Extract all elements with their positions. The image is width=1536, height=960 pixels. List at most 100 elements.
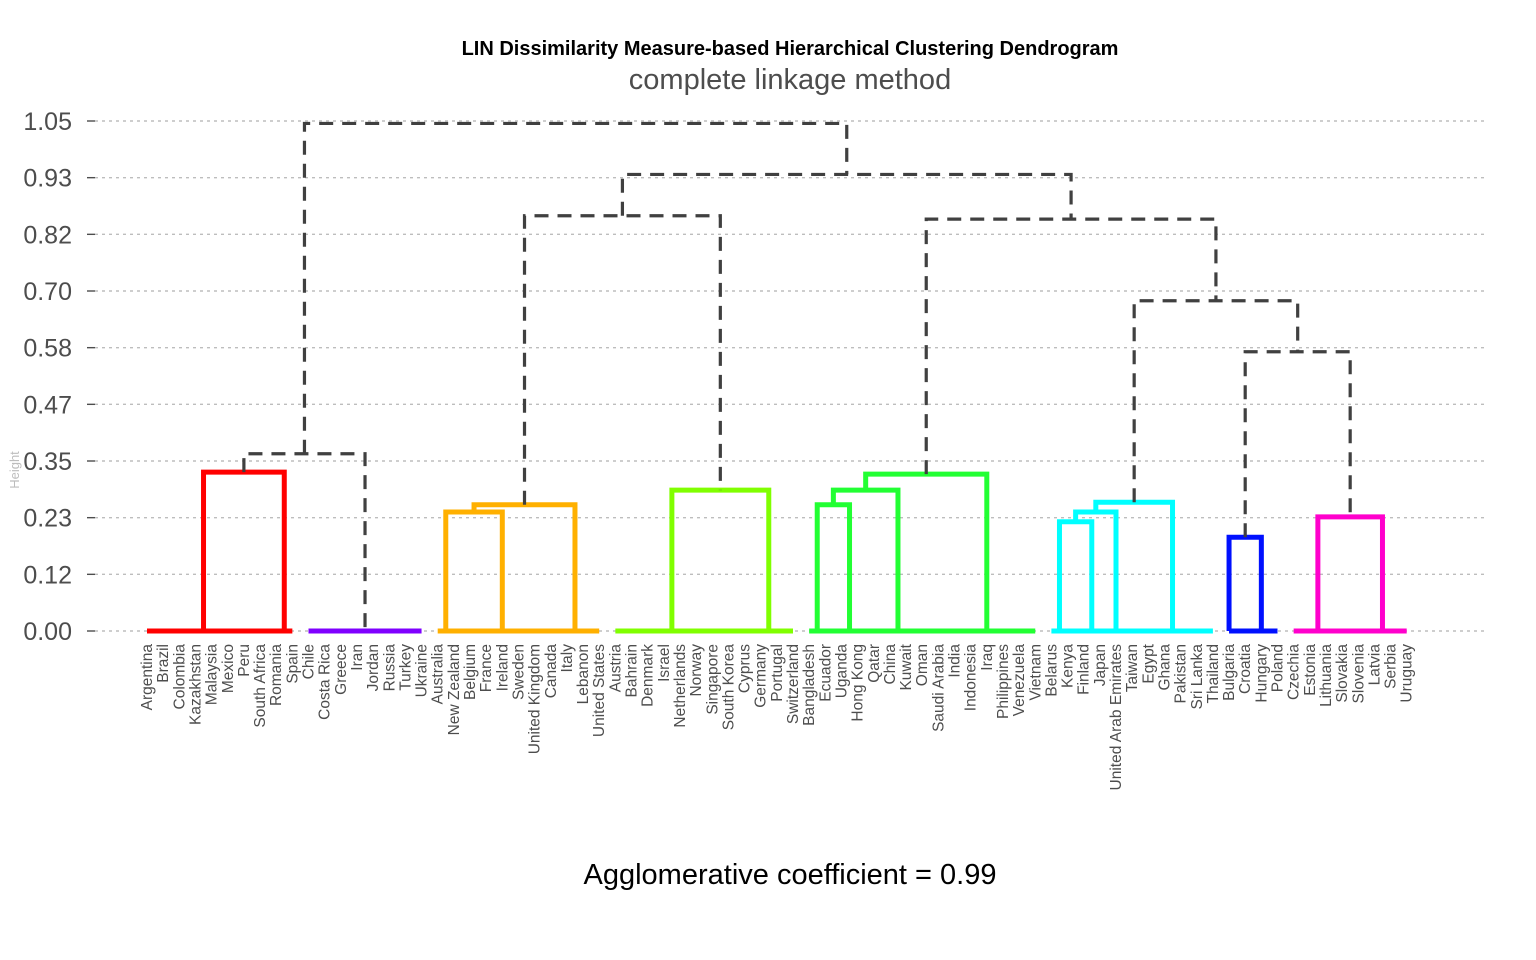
leaf-label: Slovenia: [1350, 644, 1367, 704]
leaf-label: Argentina: [139, 644, 156, 711]
upper-link: [1243, 350, 1352, 538]
leaf-label: Jordan: [365, 644, 382, 691]
cluster-link: [830, 487, 901, 631]
cluster-link: [669, 487, 772, 631]
leaf-label: Kuwait: [898, 643, 915, 690]
leaf-label: Estonia: [1302, 644, 1319, 696]
leaf-label: China: [882, 644, 899, 685]
leaf-label: Egypt: [1140, 643, 1157, 683]
cluster-link: [1226, 534, 1264, 631]
upper-link: [924, 217, 1218, 475]
leaf-label: Spain: [284, 644, 301, 684]
leaf-label: Germany: [753, 644, 770, 708]
leaf-label: Bangladesh: [801, 644, 818, 726]
leaf-label: Japan: [1092, 644, 1109, 686]
leaf-label: Czechia: [1286, 644, 1303, 700]
leaf-label: Sri Lanka: [1189, 644, 1206, 710]
cluster-link: [863, 471, 990, 631]
leaf-label: Cyprus: [737, 644, 754, 693]
upper-link: [620, 172, 1073, 220]
grid-lines: [95, 120, 1485, 632]
y-tick-label: 0.12: [23, 561, 72, 589]
leaf-label: Slovakia: [1334, 644, 1351, 703]
y-tick-label: 0.35: [23, 448, 72, 476]
leaf-label: Taiwan: [1124, 644, 1141, 692]
leaf-label: Canada: [543, 644, 560, 699]
leaf-label: Israel: [656, 644, 673, 682]
leaf-label: Russia: [381, 644, 398, 692]
y-tick-label: 0.47: [23, 391, 72, 419]
leaf-labels: Argentina Brazil Colombia Kazakhstan Malaysi…: [139, 643, 1416, 790]
y-axis-label: Height: [7, 451, 22, 489]
leaf-label: Netherlands: [672, 644, 689, 728]
leaf-label: Bahrain: [624, 644, 641, 697]
leaf-label: India: [947, 644, 964, 678]
upper-link: [302, 121, 849, 454]
y-tick-label: 1.05: [23, 108, 72, 136]
cluster-link: [1093, 499, 1176, 631]
leaf-label: France: [478, 644, 495, 692]
leaf-label: Belarus: [1043, 644, 1060, 697]
chart-subtitle: complete linkage method: [629, 64, 951, 96]
leaf-label: Portugal: [769, 644, 786, 702]
leaf-label: Hong Kong: [850, 644, 867, 722]
leaf-label: Uruguay: [1399, 644, 1416, 703]
leaf-label: Iraq: [979, 644, 996, 671]
leaf-label: Uganda: [833, 644, 850, 699]
leaf-label: Qatar: [866, 644, 883, 683]
cluster-link: [471, 502, 578, 631]
y-tick-label: 0.93: [23, 165, 72, 193]
leaf-label: Ukraine: [414, 644, 431, 697]
leaf-label: Austria: [607, 644, 624, 693]
leaf-label: Greece: [333, 644, 350, 695]
leaf-label: Vietnam: [1027, 644, 1044, 701]
leaf-label: Poland: [1270, 644, 1287, 692]
leaf-label: Bulgaria: [1221, 644, 1238, 701]
leaf-label: Iran: [349, 644, 366, 671]
leaf-label: Latvia: [1366, 644, 1383, 686]
leaf-label: Singapore: [704, 644, 721, 715]
leaf-label: United Kingdom: [527, 644, 544, 754]
leaf-label: Malaysia: [204, 644, 221, 706]
y-tick-label: 0.23: [23, 505, 72, 533]
leaf-label: Switzerland: [785, 644, 802, 724]
leaf-label: Thailand: [1205, 644, 1222, 703]
leaf-label: Lithuania: [1318, 644, 1335, 707]
leaf-label: Lebanon: [575, 644, 592, 704]
leaf-label: Serbia: [1383, 644, 1400, 689]
leaf-label: Saudi Arabia: [930, 644, 947, 732]
leaf-label: Kazakhstan: [187, 644, 204, 725]
leaf-label: Venezuela: [1011, 644, 1028, 717]
leaf-label: Belgium: [462, 644, 479, 700]
leaf-label: Italy: [559, 644, 576, 673]
leaf-label: South Korea: [720, 644, 737, 731]
leaf-label: Ireland: [494, 644, 511, 691]
leaf-label: Ecuador: [817, 644, 834, 702]
leaf-label: Mexico: [220, 644, 237, 693]
cluster-link: [1056, 519, 1095, 631]
leaf-label: Brazil: [155, 644, 172, 683]
leaf-label: New Zealand: [446, 644, 463, 735]
cluster-link: [201, 469, 287, 631]
leaf-label: Indonesia: [963, 644, 980, 712]
leaf-label: Kenya: [1060, 644, 1077, 688]
y-tick-label: 0.58: [23, 335, 72, 363]
leaf-label: Finland: [1076, 644, 1093, 695]
leaf-label: Turkey: [397, 644, 414, 691]
chart-title: LIN Dissimilarity Measure-based Hierarch…: [462, 38, 1119, 60]
agglomerative-coefficient-caption: Agglomerative coefficient = 0.99: [584, 859, 997, 891]
cluster-link: [1315, 514, 1385, 631]
leaf-label: Sweden: [510, 644, 527, 700]
cluster-link: [443, 509, 505, 631]
leaf-label: Australia: [430, 644, 447, 705]
leaf-label: Pakistan: [1173, 644, 1190, 703]
leaf-label: Hungary: [1253, 644, 1270, 703]
leaf-label: Philippines: [995, 644, 1012, 719]
leaf-label: Peru: [236, 644, 253, 677]
dendrogram-links: [201, 121, 1385, 631]
leaf-label: Oman: [914, 644, 931, 686]
leaf-label: Norway: [688, 644, 705, 697]
leaf-label: United Arab Emirates: [1108, 644, 1125, 791]
leaf-label: Romania: [268, 644, 285, 706]
